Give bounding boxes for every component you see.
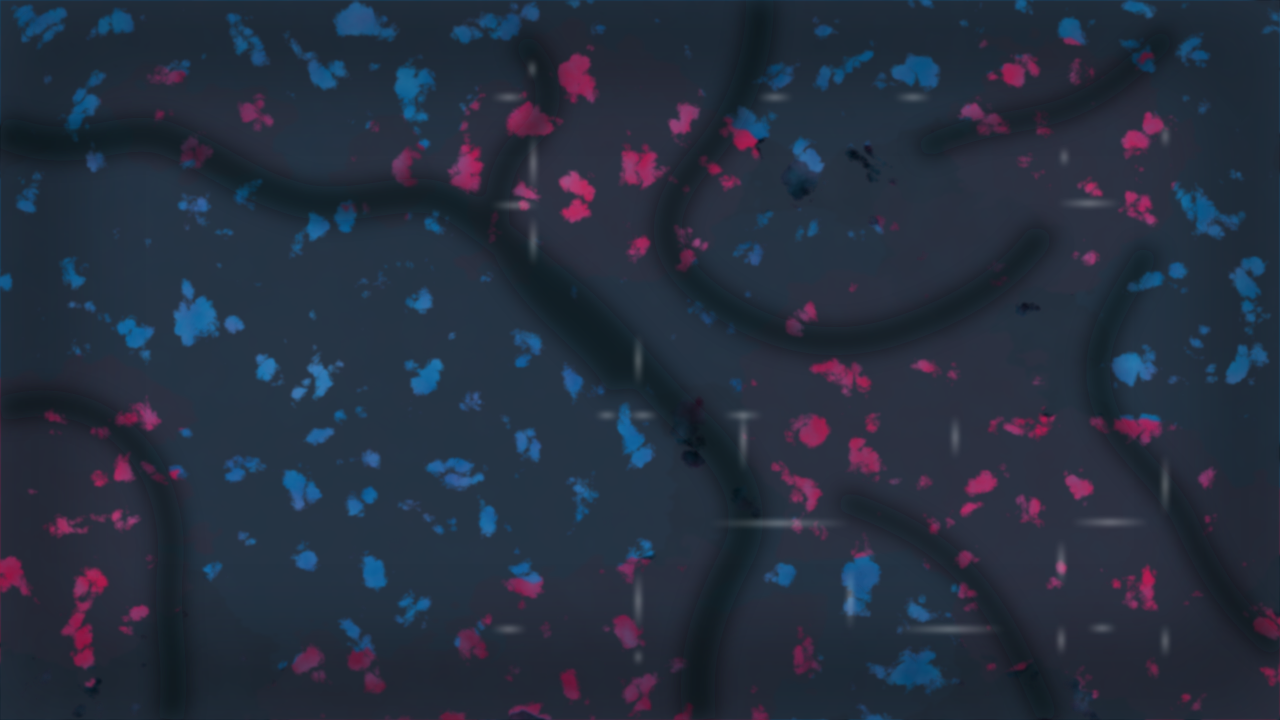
sparkle-marker — [758, 96, 1167, 205]
sparkle-marker — [596, 334, 957, 472]
sparkle-marker — [709, 455, 1167, 586]
sparkle-marker — [491, 60, 539, 265]
sparkle-marker — [492, 566, 1167, 664]
sparkle-highlights — [491, 60, 1167, 664]
